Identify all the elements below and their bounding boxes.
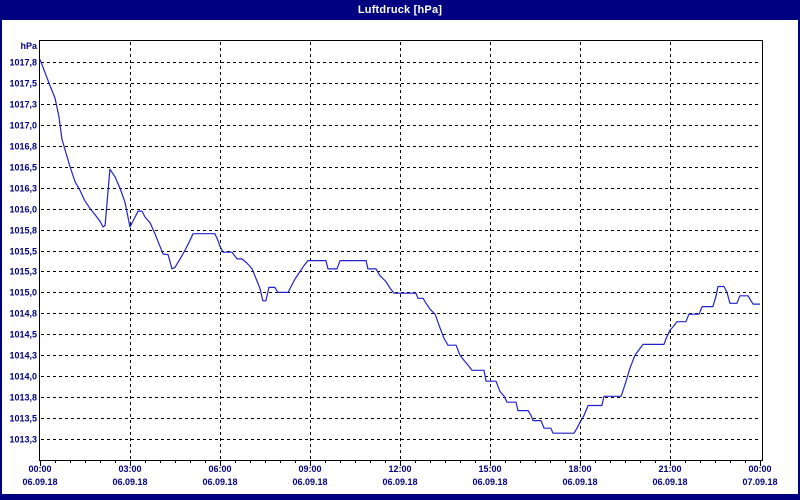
x-tick-date-label: 06.09.18 xyxy=(562,477,597,487)
y-tick-label: 1014,3 xyxy=(9,351,37,361)
x-tick-date-label: 06.09.18 xyxy=(22,477,57,487)
y-tick-label: 1017,0 xyxy=(9,121,37,131)
chart-title: Luftdruck [hPa] xyxy=(357,4,443,16)
x-tick-time-label: 00:00 xyxy=(748,464,771,474)
y-tick-label: 1016,3 xyxy=(9,184,37,194)
y-tick-label: 1014,5 xyxy=(9,330,37,340)
y-tick-label: 1016,0 xyxy=(9,205,37,215)
y-tick-label: 1015,3 xyxy=(9,267,37,277)
pressure-line xyxy=(39,59,760,434)
y-tick-label: 1013,5 xyxy=(9,414,37,424)
x-tick-time-label: 15:00 xyxy=(478,464,501,474)
x-tick-time-label: 09:00 xyxy=(298,464,321,474)
x-tick-date-label: 06.09.18 xyxy=(382,477,417,487)
y-tick-label: 1013,3 xyxy=(9,435,37,445)
y-tick-label: 1017,3 xyxy=(9,100,37,110)
x-tick-date-label: 06.09.18 xyxy=(652,477,687,487)
y-tick-label: 1014,8 xyxy=(9,309,37,319)
y-tick-label: 1017,5 xyxy=(9,79,37,89)
y-tick-label: 1016,8 xyxy=(9,142,37,152)
x-tick-time-label: 00:00 xyxy=(28,464,51,474)
x-tick-time-label: 06:00 xyxy=(208,464,231,474)
y-tick-label: 1015,8 xyxy=(9,226,37,236)
y-tick-label: 1014,0 xyxy=(9,372,37,382)
x-tick-date-label: 07.09.18 xyxy=(742,477,777,487)
y-axis-unit-label: hPa xyxy=(20,41,38,51)
y-tick-label: 1016,5 xyxy=(9,163,37,173)
y-tick-label: 1013,8 xyxy=(9,393,37,403)
x-tick-date-label: 06.09.18 xyxy=(472,477,507,487)
y-tick-label: 1017,8 xyxy=(9,58,37,68)
x-tick-date-label: 06.09.18 xyxy=(202,477,237,487)
y-tick-label: 1015,0 xyxy=(9,288,37,298)
x-tick-time-label: 03:00 xyxy=(118,464,141,474)
x-tick-time-label: 12:00 xyxy=(388,464,411,474)
title-bar: Luftdruck [hPa] xyxy=(0,0,800,20)
x-tick-date-label: 06.09.18 xyxy=(292,477,327,487)
x-tick-time-label: 21:00 xyxy=(658,464,681,474)
y-tick-label: 1015,5 xyxy=(9,247,37,257)
x-tick-date-label: 06.09.18 xyxy=(112,477,147,487)
x-tick-time-label: 18:00 xyxy=(568,464,591,474)
